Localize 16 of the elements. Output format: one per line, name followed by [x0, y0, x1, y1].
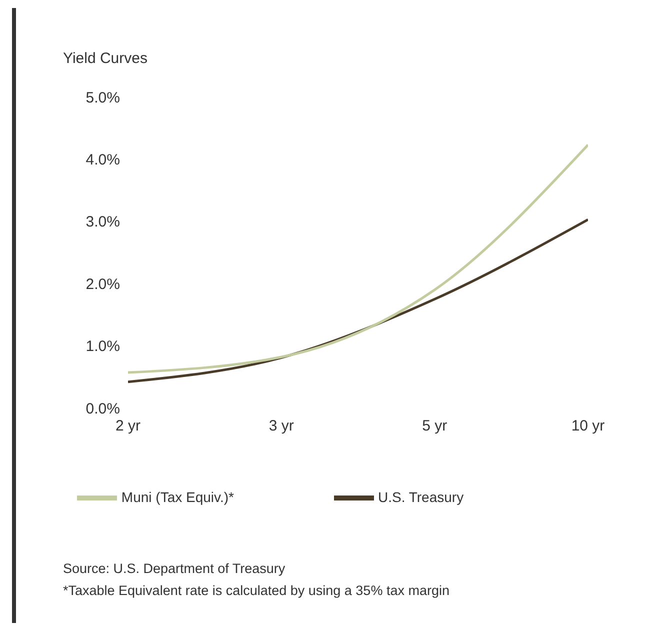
y-tick-label: 5.0% — [86, 89, 120, 106]
line-series — [128, 144, 588, 374]
x-tick-label: 5 yr — [422, 418, 448, 435]
chart-title: Yield Curves — [63, 50, 148, 67]
y-tick-label: 1.0% — [86, 338, 120, 356]
y-tick-label: 3.0% — [86, 214, 120, 231]
legend-label: U.S. Treasury — [378, 488, 464, 505]
legend-label: Muni (Tax Equiv.)* — [121, 488, 234, 505]
x-tick-label: 2 yr — [115, 418, 141, 435]
text: *Taxable Equivalent rate is calculated by using a 35% tax margin — [63, 582, 450, 600]
x-tick-label: 10 yr — [571, 418, 605, 435]
y-tick-label: 0.0% — [86, 400, 120, 418]
source-note: Source: U.S. Department of Treasury — [63, 560, 286, 578]
y-tick-label: 2.0% — [86, 276, 120, 293]
x-tick-label: 3 yr — [268, 418, 294, 435]
y-tick-label: 4.0% — [86, 152, 120, 169]
